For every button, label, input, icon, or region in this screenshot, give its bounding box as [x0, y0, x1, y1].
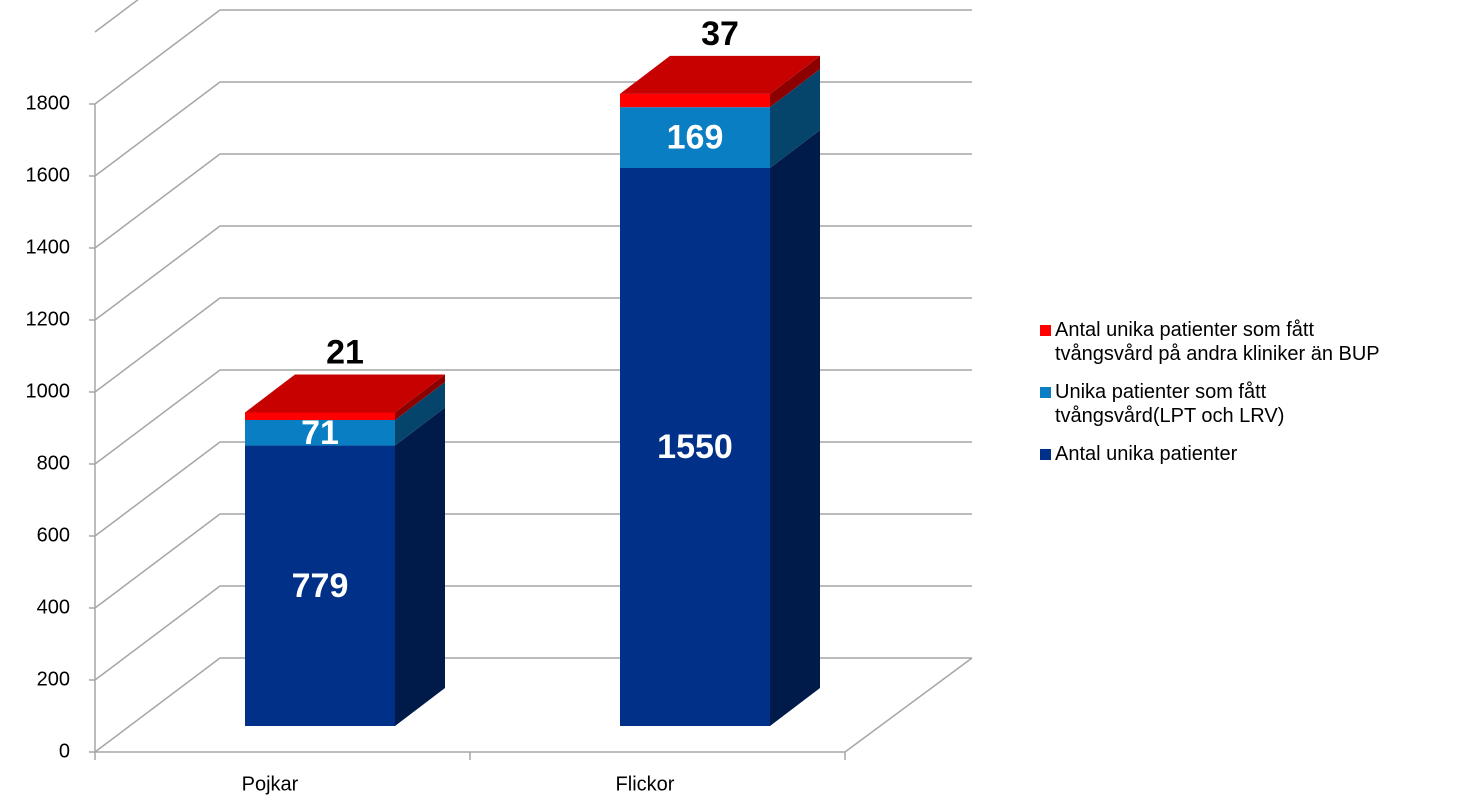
bar-front: [245, 420, 395, 446]
y-tick-label: 0: [59, 740, 70, 762]
grid-line: [94, 369, 221, 465]
grid-line: [94, 297, 221, 393]
legend-swatch: [1040, 387, 1051, 398]
value-label: 1550: [657, 428, 733, 466]
legend: Antal unika patienter som fått tvångsvår…: [1040, 318, 1480, 480]
bar-front: [620, 93, 770, 108]
bar-front: [620, 168, 770, 726]
bar-top: [245, 374, 445, 413]
grid-line: [94, 9, 221, 105]
bar-front: [245, 412, 395, 420]
legend-item: Antal unika patienter som fått tvångsvår…: [1040, 318, 1480, 366]
y-tick-label: 1800: [26, 92, 71, 114]
floor-edge: [844, 657, 973, 753]
grid-line: [94, 81, 221, 177]
y-tick-label: 400: [37, 596, 70, 618]
bar-front: [620, 107, 770, 168]
x-tick-label: Flickor: [616, 773, 675, 795]
legend-item: Antal unika patienter: [1040, 442, 1480, 466]
bar-top: [620, 55, 820, 94]
bar-segment: [620, 130, 820, 726]
value-label: 37: [701, 15, 739, 53]
bar-side: [395, 382, 445, 446]
legend-label: Antal unika patienter som fått tvångsvår…: [1055, 319, 1380, 365]
grid-line: [94, 0, 139, 33]
bar-side: [395, 407, 445, 726]
grid-line: [94, 657, 221, 753]
value-label: 71: [301, 414, 339, 452]
bar-segment: [245, 382, 445, 446]
bar-segment: [245, 407, 445, 726]
y-tick-label: 1400: [26, 236, 71, 258]
grid-line: [94, 513, 221, 609]
legend-label: Unika patienter som fått tvångsvård(LPT …: [1055, 381, 1285, 427]
legend-swatch: [1040, 449, 1051, 460]
grid-line: [94, 225, 221, 321]
bar-side: [770, 130, 820, 726]
y-tick-label: 800: [37, 452, 70, 474]
bar-segment: [620, 55, 820, 108]
bar-side: [395, 374, 445, 420]
bar-segment: [245, 374, 445, 420]
value-label: 169: [667, 119, 724, 157]
x-tick-label: Pojkar: [242, 773, 299, 795]
grid-line: [94, 585, 221, 681]
bar-side: [770, 55, 820, 108]
grid-line: [94, 441, 221, 537]
y-tick-label: 1600: [26, 164, 71, 186]
legend-label: Antal unika patienter: [1055, 443, 1238, 465]
legend-swatch: [1040, 325, 1051, 336]
y-tick-label: 1200: [26, 308, 71, 330]
value-label: 21: [326, 333, 364, 371]
y-tick-label: 1000: [26, 380, 71, 402]
grid-line: [94, 153, 221, 249]
bar-side: [770, 69, 820, 168]
y-tick-label: 200: [37, 668, 70, 690]
bar-segment: [620, 69, 820, 168]
value-label: 779: [292, 567, 349, 605]
bar-front: [245, 445, 395, 726]
legend-item: Unika patienter som fått tvångsvård(LPT …: [1040, 380, 1480, 428]
y-tick-label: 600: [37, 524, 70, 546]
